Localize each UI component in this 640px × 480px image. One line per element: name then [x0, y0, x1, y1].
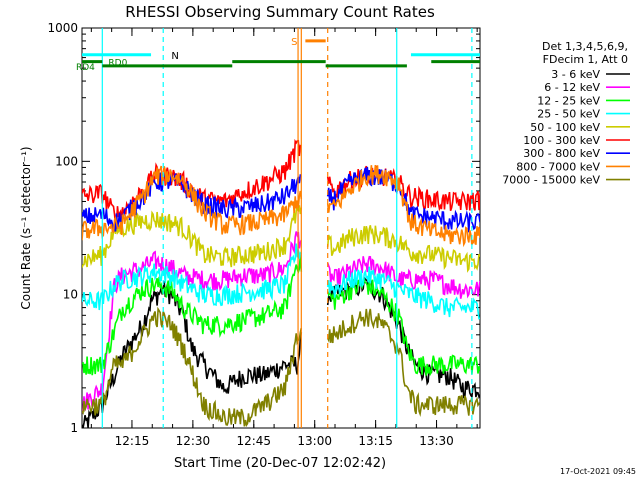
- plot-area: 1 10 100 1000 12:15 12:30 12:45 13:00 13:15 13:30…: [47, 21, 481, 448]
- legend-label: 50 - 100 keV: [530, 121, 600, 134]
- y-tick-label: 100: [55, 154, 78, 168]
- x-tick-label: 13:30: [419, 434, 454, 448]
- y-tick-label: 1: [70, 421, 78, 435]
- legend-title-line-2: FDecim 1, Att 0: [543, 53, 628, 66]
- legend-label: 7000 - 15000 keV: [502, 174, 600, 187]
- footer-timestamp: 17-Oct-2021 09:45: [560, 467, 636, 476]
- series-line: [326, 165, 480, 248]
- y-tick-label: 10: [63, 288, 78, 302]
- legend-label: 300 - 800 keV: [523, 147, 600, 160]
- series-line: [82, 281, 303, 428]
- series-6-12-kev: [82, 231, 480, 414]
- series-line: [82, 231, 303, 414]
- x-axis-label: Start Time (20-Dec-07 12:02:42): [174, 456, 386, 471]
- series-line: [82, 306, 303, 428]
- x-tick-label: 12:30: [176, 434, 211, 448]
- legend-label: 12 - 25 keV: [537, 94, 600, 107]
- x-tick-label: 13:00: [297, 434, 332, 448]
- legend: Det 1,3,4,5,6,9, FDecim 1, Att 0 3 - 6 k…: [502, 40, 630, 187]
- night-label: N: [171, 51, 178, 62]
- saa-label: S: [291, 37, 297, 48]
- legend-label: 25 - 50 keV: [537, 108, 600, 121]
- y-tick-label: 1000: [47, 21, 78, 35]
- y-axis-label: Count Rate (s⁻¹ detector⁻¹): [19, 146, 33, 309]
- series-line: [82, 255, 303, 376]
- rd0-label: RD0: [108, 59, 127, 69]
- x-tick-label: 13:15: [358, 434, 393, 448]
- series-line: [326, 308, 480, 418]
- legend-label: 3 - 6 keV: [551, 68, 600, 81]
- legend-label: 800 - 7000 keV: [516, 160, 600, 173]
- x-tick-label: 12:15: [115, 434, 150, 448]
- chart-title: RHESSI Observing Summary Count Rates: [125, 3, 435, 21]
- x-tick-label: 12:45: [236, 434, 271, 448]
- series-line: [82, 172, 302, 233]
- series-line: [326, 255, 480, 299]
- series-50-100-kev: [82, 205, 480, 273]
- series-line: [326, 225, 480, 273]
- series-line: [326, 166, 480, 233]
- series-line: [82, 205, 303, 268]
- series-300-800-kev: [82, 166, 480, 233]
- legend-title-line-1: Det 1,3,4,5,6,9,: [542, 40, 628, 53]
- legend-label: 6 - 12 keV: [544, 81, 600, 94]
- series-7000-15000-kev: [82, 306, 480, 428]
- rd4-label: RD4: [76, 63, 95, 73]
- legend-label: 100 - 300 keV: [523, 134, 600, 147]
- series-25-50-kev: [82, 243, 480, 320]
- series-line: [82, 165, 303, 241]
- plot-frame: [81, 27, 481, 429]
- series-line: [82, 243, 302, 311]
- series-line: [326, 266, 480, 320]
- series-800-7000-kev: [82, 165, 480, 248]
